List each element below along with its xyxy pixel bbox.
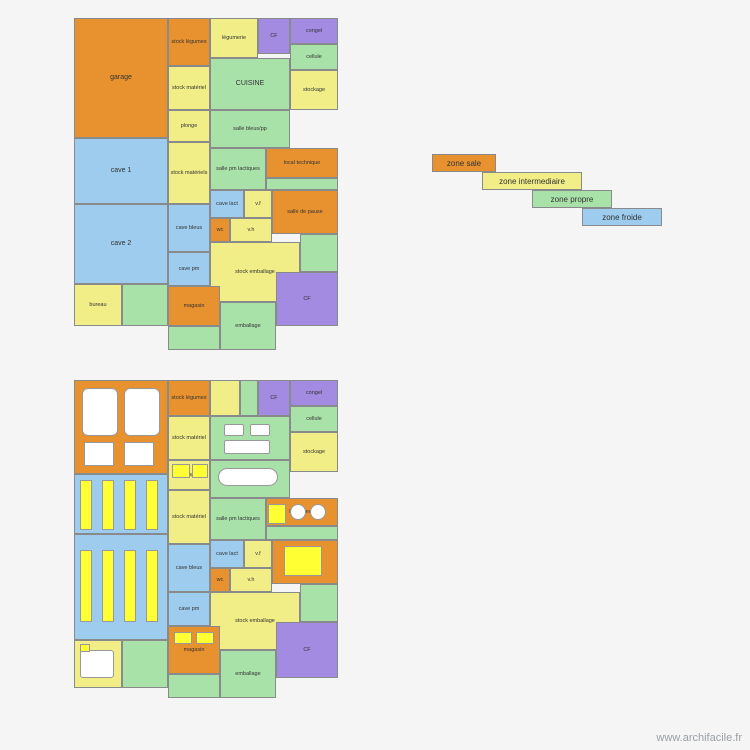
furniture [124, 442, 154, 466]
legend-propre: zone propre [532, 190, 612, 208]
room [300, 234, 338, 272]
furniture [146, 550, 158, 622]
room: cave bleus [168, 544, 210, 592]
room: stock matériel [168, 66, 210, 110]
furniture [84, 442, 114, 466]
furniture [124, 480, 136, 530]
watermark: www.archifacile.fr [656, 732, 742, 744]
furniture [224, 440, 270, 454]
room: cellule [290, 44, 338, 70]
room: cave bleus [168, 204, 210, 252]
furniture [80, 550, 92, 622]
room: emballage [220, 650, 276, 698]
legend-sale: zone sale [432, 154, 496, 172]
room: salle de pause [272, 190, 338, 234]
furniture [124, 388, 160, 436]
room: cave pm [168, 592, 210, 626]
room: stockage [290, 70, 338, 110]
room: v.h [230, 218, 272, 242]
furniture [290, 504, 306, 520]
room: local technique [266, 148, 338, 178]
floor2: stock légumesCFcongelcellulestock matéri… [74, 380, 338, 720]
furniture [146, 480, 158, 530]
furniture [224, 424, 244, 436]
room [266, 178, 338, 190]
legend-froide: zone froide [582, 208, 662, 226]
room: stock matériel [168, 416, 210, 460]
room [168, 326, 220, 350]
furniture [124, 550, 136, 622]
furniture [284, 546, 322, 576]
room [240, 380, 258, 416]
room: CF [258, 18, 290, 54]
room: CF [258, 380, 290, 416]
furniture [102, 480, 114, 530]
room [266, 526, 338, 540]
room: v.f [244, 540, 272, 568]
room: légumerie [210, 18, 258, 58]
room [300, 584, 338, 622]
room: v.h [230, 568, 272, 592]
room: cave lact [210, 190, 244, 218]
legend-intermediaire: zone intermediaire [482, 172, 582, 190]
room [210, 380, 240, 416]
room: plonge [168, 110, 210, 142]
room: salle pm lactiques [210, 148, 266, 190]
room: cellule [290, 406, 338, 432]
room: congel [290, 380, 338, 406]
furniture [102, 550, 114, 622]
room: stock matériels [168, 142, 210, 204]
room [122, 284, 168, 326]
room [122, 640, 168, 688]
room: magasin [168, 286, 220, 326]
furniture [82, 388, 118, 436]
furniture [172, 464, 190, 478]
furniture [196, 632, 214, 644]
room: wc [210, 218, 230, 242]
furniture [80, 480, 92, 530]
room: CF [276, 272, 338, 326]
room: stock légumes [168, 18, 210, 66]
room: stock légumes [168, 380, 210, 416]
furniture [192, 464, 208, 478]
room: emballage [220, 302, 276, 350]
furniture [174, 632, 192, 644]
room: stock matériel [168, 490, 210, 544]
room: cave 1 [74, 138, 168, 204]
furniture [268, 504, 286, 524]
room: cave 2 [74, 204, 168, 284]
room: cave pm [168, 252, 210, 286]
room: CUISINE [210, 58, 290, 110]
room: salle pm lactiques [210, 498, 266, 540]
furniture [250, 424, 270, 436]
floor1: garagestock légumeslégumerieCFcongelcell… [74, 18, 338, 358]
furniture [80, 650, 114, 678]
room: CF [276, 622, 338, 678]
furniture [218, 468, 278, 486]
room: garage [74, 18, 168, 138]
room [168, 674, 220, 698]
room: stockage [290, 432, 338, 472]
room: cave lact [210, 540, 244, 568]
room: bureau [74, 284, 122, 326]
furniture [80, 644, 90, 652]
room: v.f [244, 190, 272, 218]
room: congel [290, 18, 338, 44]
room: salle bleus/pp [210, 110, 290, 148]
furniture [310, 504, 326, 520]
room: wc [210, 568, 230, 592]
